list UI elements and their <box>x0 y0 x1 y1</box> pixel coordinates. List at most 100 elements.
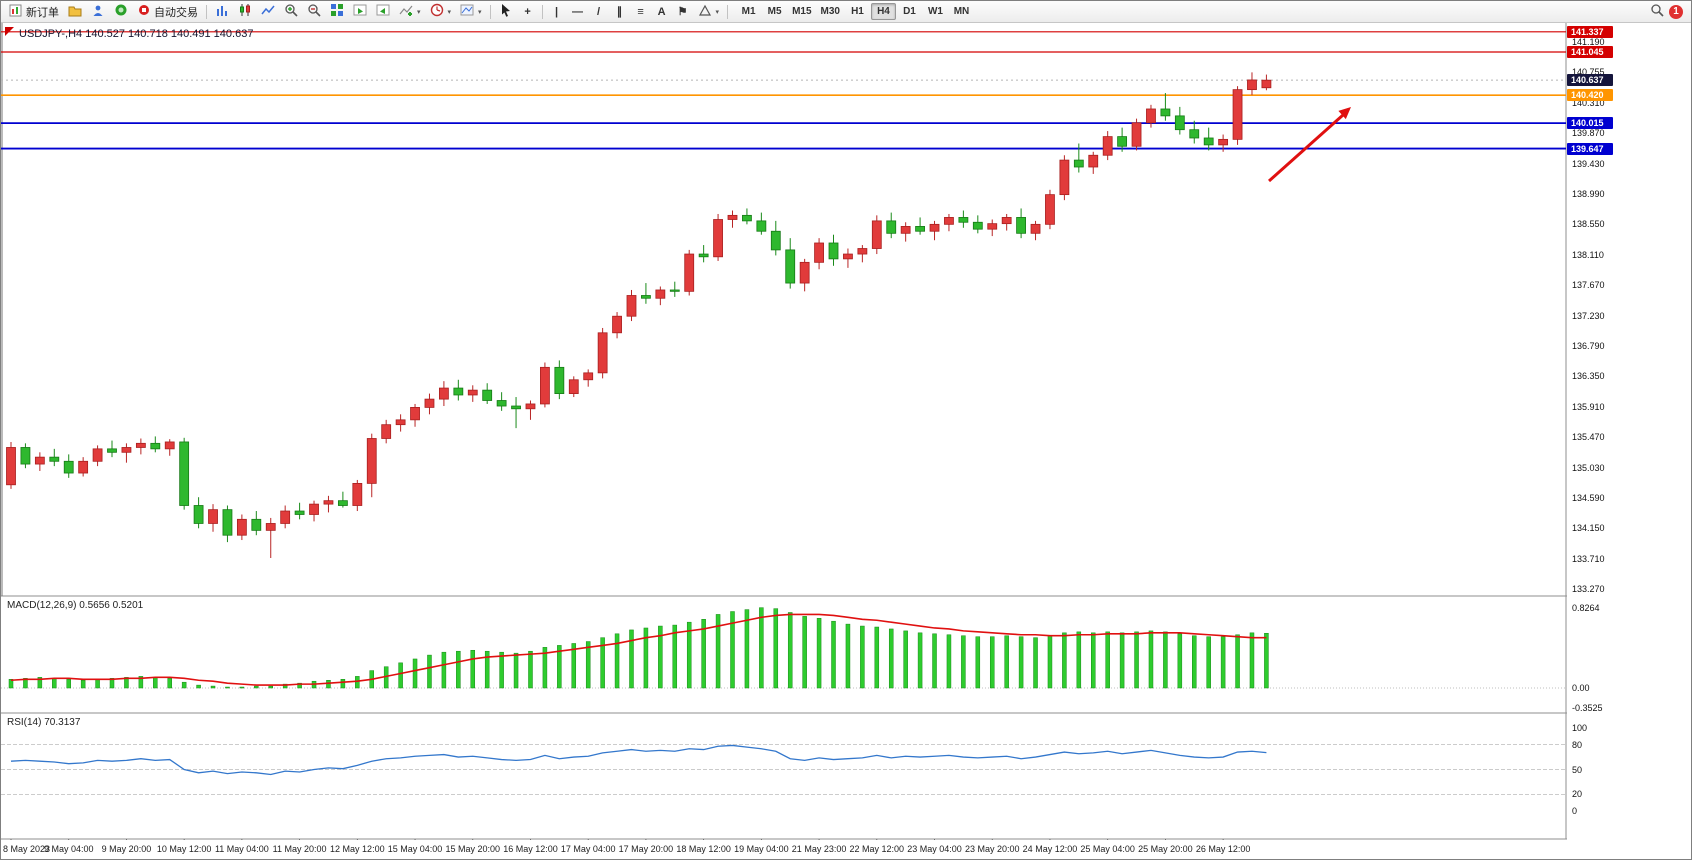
timeframe-button-m5[interactable]: M5 <box>762 3 787 20</box>
periods-button[interactable]: ▾ <box>426 3 456 21</box>
macd-histogram-bar <box>989 636 995 689</box>
candle <box>1102 136 1113 156</box>
price-tick: 100 <box>1572 723 1588 733</box>
trendline-button[interactable]: / <box>589 3 609 21</box>
cursor-button[interactable] <box>495 3 517 21</box>
chart-shift-button[interactable] <box>372 3 394 21</box>
macd-histogram-bar <box>571 643 577 689</box>
candle <box>63 460 74 474</box>
chart-line-button[interactable] <box>257 3 279 21</box>
macd-histogram-bar <box>629 629 634 689</box>
candle <box>424 398 435 408</box>
candle <box>684 253 695 292</box>
autotrade-button[interactable]: 自动交易 <box>133 3 202 21</box>
toolbar-separator <box>541 4 543 19</box>
candle <box>164 441 175 450</box>
shapes-icon <box>698 3 712 20</box>
macd-histogram-bar <box>239 686 245 689</box>
timeframe-button-d1[interactable]: D1 <box>897 3 922 20</box>
fibonacci-button[interactable]: ≡ <box>631 3 651 21</box>
dropdown-caret-icon: ▾ <box>447 8 452 16</box>
tile-windows-icon <box>330 3 344 20</box>
price-axis[interactable]: 141.190 140.755 140.310 139.870 139.430 138.9… <box>1567 22 1691 859</box>
price-tick: 140.755 <box>1572 67 1605 77</box>
timeframe-button-h4[interactable]: H4 <box>870 3 896 20</box>
zoom-in-button[interactable] <box>280 3 302 21</box>
macd-signal-line <box>10 613 1267 686</box>
crosshair-button[interactable]: + <box>518 3 538 21</box>
macd-histogram-bar <box>138 676 144 689</box>
time-axis[interactable]: 8 May 2023 9 May 04:00 9 May 20:00 10 May 1… <box>1 840 1567 859</box>
timeframe-button-m1[interactable]: M1 <box>736 3 761 20</box>
candle <box>337 500 348 506</box>
candle <box>698 253 709 258</box>
chart-area: USDJPY-,H4 140.527 140.718 140.491 140.6… <box>1 22 1691 859</box>
candle <box>265 523 276 531</box>
candle <box>1218 138 1229 146</box>
vertical-line-button[interactable]: | <box>547 3 567 21</box>
main-toolbar: 新订单 自动交易 <box>1 1 1691 23</box>
horizontal-line-button[interactable]: — <box>568 3 588 21</box>
candle <box>554 366 565 394</box>
toolbar-separator <box>489 4 491 19</box>
trendline-icon: / <box>597 5 601 18</box>
terminal-button[interactable] <box>110 3 132 21</box>
macd-histogram-bar <box>66 679 71 689</box>
timeframe-button-m30[interactable]: M30 <box>817 3 844 20</box>
dropdown-caret-icon: ▾ <box>417 8 421 16</box>
time-label: 22 May 12:00 <box>849 844 905 854</box>
notification-badge[interactable]: 1 <box>1669 4 1683 19</box>
macd-histogram-bar <box>427 654 432 689</box>
time-label: 21 May 23:00 <box>791 844 847 854</box>
macd-histogram-bar <box>1076 631 1082 689</box>
macd-histogram-bar <box>340 679 346 689</box>
channel-button[interactable]: ∥ <box>610 3 630 21</box>
candle <box>381 424 392 439</box>
price-tick: 136.350 <box>1572 371 1605 382</box>
candle <box>972 221 983 230</box>
chart-bars-button[interactable] <box>211 3 233 21</box>
shapes-button[interactable]: ▾ <box>694 3 724 21</box>
search-button[interactable] <box>1646 3 1668 21</box>
text-button[interactable]: A <box>652 3 672 21</box>
new-order-button[interactable]: 新订单 <box>5 3 63 21</box>
price-tick: 134.150 <box>1572 523 1605 534</box>
market-watch-button[interactable] <box>64 3 86 21</box>
macd-histogram-bar <box>975 636 981 689</box>
macd-histogram-bar <box>1018 636 1024 689</box>
candle <box>1016 217 1026 234</box>
time-label: 25 May 04:00 <box>1080 844 1135 854</box>
navigator-button[interactable] <box>87 3 109 21</box>
candle <box>871 220 882 249</box>
candle <box>34 456 45 465</box>
indicators-button[interactable]: ▾ <box>395 3 425 21</box>
macd-histogram-bar <box>1004 635 1009 689</box>
macd-histogram-bar <box>831 620 836 689</box>
macd-histogram-bar <box>730 611 735 689</box>
candle <box>251 518 262 531</box>
macd-histogram-bar <box>1105 631 1110 689</box>
macd-histogram-bar <box>932 633 937 689</box>
price-tick: 141.190 <box>1572 36 1605 47</box>
zoom-out-button[interactable] <box>303 3 325 21</box>
timeframe-button-mn[interactable]: MN <box>949 3 974 20</box>
candle <box>785 249 796 284</box>
macd-histogram-bar <box>672 624 678 689</box>
tile-windows-button[interactable] <box>326 3 348 21</box>
macd-histogram-bar <box>80 680 86 689</box>
candle <box>352 482 363 506</box>
chart-candles-button[interactable] <box>234 3 256 21</box>
timeframe-button-w1[interactable]: W1 <box>923 3 948 20</box>
macd-histogram-bar <box>282 683 288 689</box>
price-tick: 135.030 <box>1572 462 1605 473</box>
timeframe-button-h1[interactable]: H1 <box>845 3 870 20</box>
auto-scroll-button[interactable] <box>349 3 371 21</box>
price-chart-canvas[interactable] <box>1 22 1692 860</box>
candle <box>814 242 824 263</box>
timeframe-button-m15[interactable]: M15 <box>788 3 815 20</box>
templates-button[interactable]: ▾ <box>456 3 486 21</box>
macd-histogram-bar <box>153 677 158 689</box>
label-button[interactable]: ⚑ <box>673 3 693 21</box>
price-badge: 141.045 <box>1567 45 1613 58</box>
candle <box>929 223 940 232</box>
